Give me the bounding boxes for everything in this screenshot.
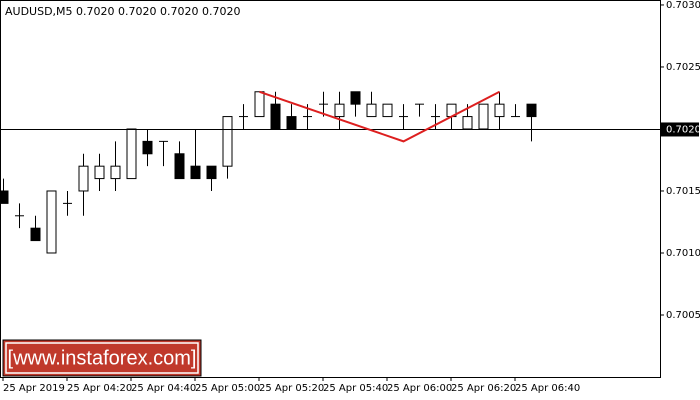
chart-title: AUDUSD,M5 0.7020 0.7020 0.7020 0.7020	[5, 5, 240, 18]
y-tick-label: 0.7030	[666, 0, 700, 11]
candle-body	[142, 140, 153, 155]
candle-body	[110, 165, 121, 180]
watermark-box	[2, 339, 202, 377]
watermark: [www.instaforex.com]	[8, 347, 197, 369]
x-tick-label: 25 Apr 05:20	[259, 383, 324, 394]
x-tick-label: 25 Apr 04:20	[67, 383, 132, 394]
candle-body	[46, 190, 57, 254]
candle-body	[174, 153, 185, 180]
candle-body	[206, 165, 217, 180]
candle-body	[30, 227, 41, 242]
last-price-label: 0.7020	[666, 124, 700, 135]
candle-body	[526, 103, 537, 118]
x-tick-label: 25 Apr 06:40	[515, 383, 580, 394]
candle-body	[334, 103, 345, 118]
y-tick-label: 0.7005	[666, 310, 700, 321]
x-tick-label: 25 Apr 05:00	[195, 383, 260, 394]
candle-body	[270, 103, 281, 130]
watermark-frame	[5, 342, 199, 374]
candle-body	[126, 128, 137, 180]
x-tick-label: 25 Apr 2019	[3, 383, 65, 394]
y-tick-label: 0.7010	[666, 248, 700, 259]
candle-body	[494, 103, 505, 118]
candle-body	[382, 103, 393, 118]
x-tick-label: 25 Apr 06:00	[387, 383, 452, 394]
candle-body	[366, 103, 377, 118]
candle-body	[478, 103, 489, 130]
x-tick-label: 25 Apr 05:40	[323, 383, 388, 394]
pattern-line	[259, 90, 500, 143]
plot-frame	[0, 0, 661, 378]
candle-body	[222, 116, 233, 167]
candle-body	[94, 165, 105, 180]
y-tick-label: 0.7025	[666, 62, 700, 73]
candle-body	[254, 91, 265, 118]
candle-body	[190, 165, 201, 180]
candle-body	[462, 116, 473, 130]
candle-body	[78, 165, 89, 192]
candle-body	[350, 91, 361, 105]
x-tick-label: 25 Apr 04:40	[131, 383, 196, 394]
y-tick-label: 0.7015	[666, 186, 700, 197]
candle-body	[0, 190, 9, 204]
candle-body	[286, 116, 297, 130]
last-price-box	[661, 122, 699, 137]
x-tick-label: 25 Apr 06:20	[451, 383, 516, 394]
